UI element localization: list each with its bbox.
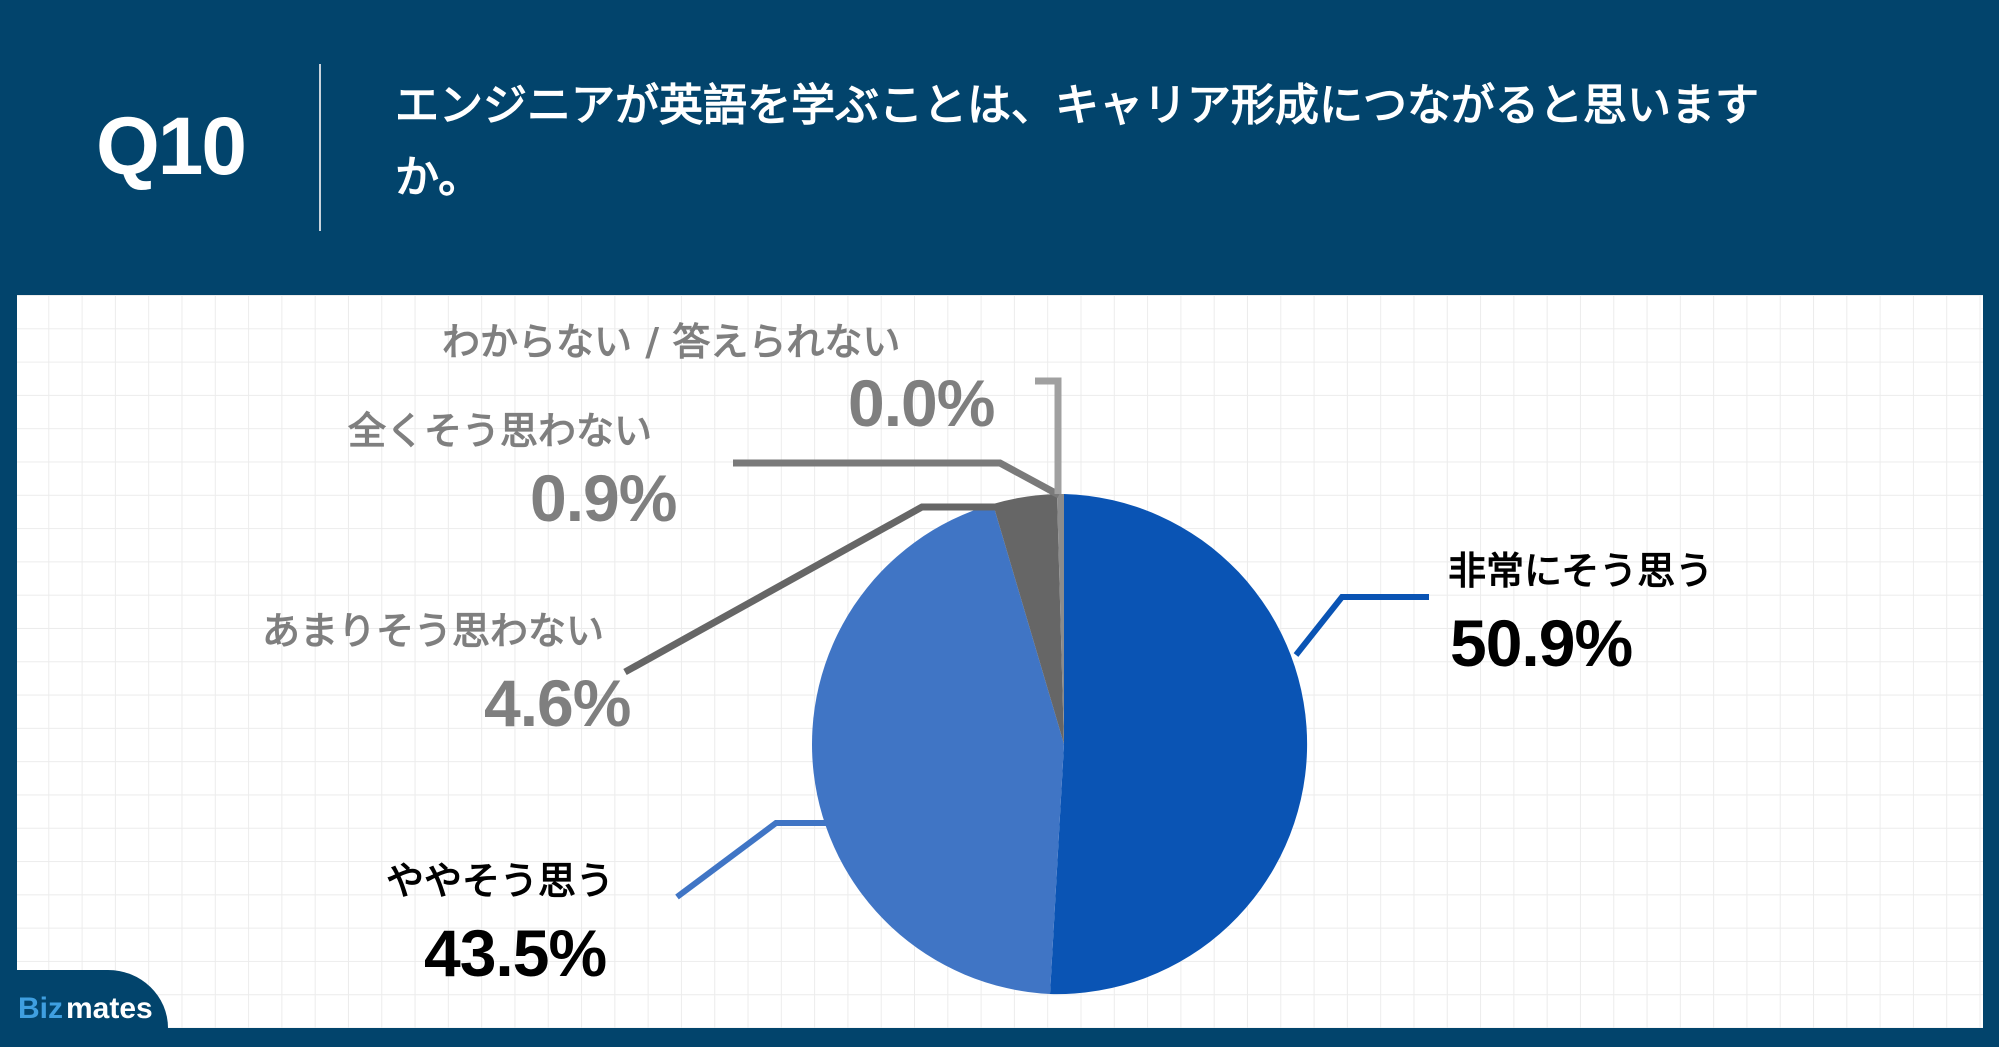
value-very-agree: 50.9% [1450,606,1633,680]
leader-not-at-all [733,459,1061,499]
leader-very-agree [1293,594,1429,657]
value-not-really: 4.6% [484,666,631,740]
leader-not-really [623,503,1000,676]
logo-biz: Biz [18,992,63,1025]
question-number: Q10 [96,101,247,192]
header-divider [319,64,321,231]
slice-not-at-all [1057,493,1064,744]
value-not-at-all: 0.9% [530,461,677,535]
label-not-really: あまりそう思わない [262,609,605,653]
slice-not-really [993,494,1064,744]
slice-somewhat-agree [812,504,1064,994]
label-very-agree: 非常にそう思う [1448,549,1714,593]
logo-mates: mates [66,992,153,1025]
value-somewhat-agree: 43.5% [424,916,607,990]
label-not-at-all: 全くそう思わない [348,409,653,453]
label-somewhat-agree: ややそう思う [386,859,615,903]
label-dont-know: わからない / 答えられない [442,320,901,364]
question-text: エンジニアが英語を学ぶことは、キャリア形成につながると思いますか。 [395,80,1759,203]
leader-somewhat-agree [675,820,832,900]
bizmates-logo: Biz mates [0,970,168,1028]
value-dont-know: 0.0% [848,366,995,440]
leader-dont-know [1035,377,1062,494]
slice-very-agree [1050,494,1308,995]
